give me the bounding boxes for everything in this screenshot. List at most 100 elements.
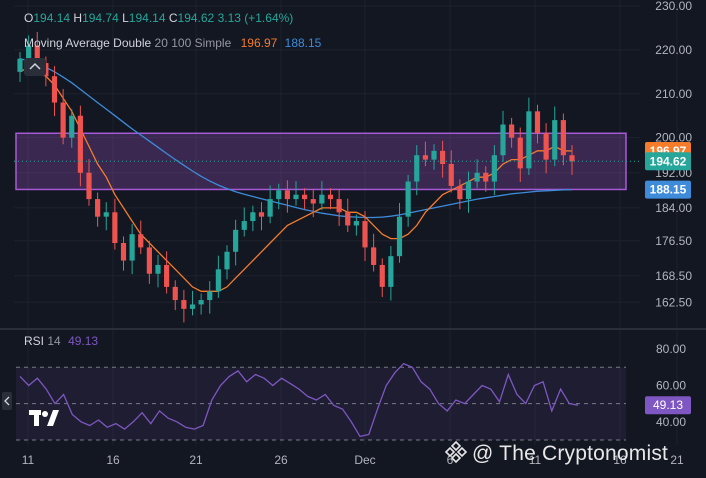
- rsi-legend[interactable]: RSI 14 49.13: [24, 334, 98, 348]
- binance-icon: [444, 440, 468, 464]
- candle-body: [17, 58, 23, 72]
- price-tick-label: 220.00: [655, 43, 692, 57]
- candle-body: [396, 216, 403, 257]
- candle-body: [560, 120, 566, 156]
- candle-body: [319, 194, 325, 204]
- candle-body: [474, 172, 480, 182]
- ma-name: Moving Average Double: [24, 36, 152, 50]
- candle-body: [293, 194, 299, 200]
- side-panel-toggle[interactable]: [2, 392, 12, 410]
- candle-body: [164, 264, 170, 287]
- open-label: O: [24, 11, 34, 25]
- candle-body: [336, 199, 342, 213]
- candle-body: [310, 199, 316, 204]
- ma-params: 20 100 Simple: [154, 36, 232, 50]
- candle-body: [388, 256, 394, 287]
- candle-body: [569, 155, 575, 162]
- candle-body: [233, 229, 239, 252]
- candle-body: [77, 115, 83, 173]
- candle-body: [146, 247, 152, 274]
- candle-body: [448, 164, 454, 186]
- ma-slow-line: [19, 58, 573, 219]
- price-tick-label: 176.50: [655, 234, 692, 248]
- ma-fast-value: 196.97: [240, 36, 278, 50]
- candle-body: [207, 291, 213, 301]
- rsi-path: [19, 362, 579, 438]
- zone-rect: [15, 132, 627, 191]
- chevron-left-icon: [4, 396, 10, 406]
- open-value: 194.14: [33, 11, 71, 25]
- price-tick-label: 162.50: [655, 295, 692, 309]
- candle-body: [138, 234, 144, 248]
- candle-body: [51, 76, 58, 103]
- candle-body: [26, 45, 32, 59]
- time-tick-label: 21: [670, 453, 684, 467]
- candle-body: [414, 155, 420, 182]
- price-tag: [645, 152, 691, 171]
- candle-body: [491, 155, 497, 182]
- chevron-up-icon: [29, 62, 41, 70]
- candle-body: [526, 111, 532, 169]
- rsi-value: 49.13: [68, 334, 99, 348]
- candle-body: [155, 264, 161, 274]
- time-tick-label: 11: [22, 453, 35, 467]
- price-axis[interactable]: 230.00220.00210.00200.00192.00184.00176.…: [655, 0, 692, 309]
- time-tick-label: 16: [106, 453, 120, 467]
- rsi-value-tag: [645, 396, 691, 415]
- close-value: 194.62: [177, 11, 215, 25]
- candle-body: [224, 251, 230, 270]
- rsi-tick-label: 60.00: [656, 378, 686, 392]
- price-tick-label: 200.00: [655, 131, 692, 145]
- candle-body: [86, 172, 92, 200]
- candle-body: [345, 212, 351, 226]
- time-axis[interactable]: 11 16 21 26 Dec 6 11 16 21: [22, 453, 684, 467]
- candle-body: [215, 269, 221, 292]
- time-tick-label: 26: [274, 453, 288, 467]
- candle-body: [431, 150, 437, 160]
- price-tag: [645, 180, 691, 199]
- candle-body: [543, 133, 549, 160]
- time-tick-label: 11: [529, 453, 542, 467]
- candle-body: [198, 300, 204, 305]
- candle-body: [258, 212, 265, 217]
- candle-body: [362, 221, 368, 248]
- candle-body: [276, 190, 282, 200]
- collapse-legend-button[interactable]: [24, 58, 46, 76]
- candle-body: [302, 194, 308, 200]
- tradingview-logo-icon: [29, 410, 59, 426]
- ohlc-legend: O194.14 H194.74 L194.14 C194.62 3.13 (+1…: [24, 11, 293, 25]
- ma-slow-path: [19, 58, 573, 219]
- candle-body: [465, 181, 472, 200]
- candle-body: [103, 212, 109, 217]
- candle-body: [34, 45, 40, 64]
- rsi-length: 14: [47, 334, 61, 348]
- rsi-axis[interactable]: 80.00 60.00 40.00 49.13: [645, 342, 691, 429]
- candle-body: [241, 221, 247, 230]
- rsi-value-tag-text: 49.13: [653, 398, 683, 412]
- ma-legend[interactable]: Moving Average Double 20 100 Simple 196.…: [24, 36, 321, 50]
- candle-body: [422, 155, 428, 160]
- low-value: 194.14: [128, 11, 166, 25]
- candle-body: [353, 221, 359, 226]
- rsi-name: RSI: [24, 334, 45, 348]
- candle-body: [552, 120, 558, 160]
- low-label: L: [122, 11, 129, 25]
- candle-body: [517, 137, 523, 169]
- candle-body: [129, 234, 135, 261]
- candle-body: [189, 304, 196, 309]
- high-label: H: [73, 11, 83, 25]
- candle-body: [379, 264, 385, 287]
- price-tick-label: 184.00: [655, 201, 692, 215]
- price-tick-label: 168.50: [655, 269, 692, 283]
- high-value: 194.74: [82, 11, 119, 25]
- rsi-band: [16, 366, 626, 441]
- ma-slow-value: 188.15: [284, 36, 322, 50]
- tradingview-logo: [28, 406, 60, 432]
- time-tick-label: Dec: [354, 453, 375, 467]
- candle-body: [120, 243, 127, 261]
- candle-body: [509, 124, 515, 138]
- price-zone-rectangle[interactable]: [15, 132, 627, 191]
- watermark-text: @ The Cryptonomist: [472, 442, 669, 465]
